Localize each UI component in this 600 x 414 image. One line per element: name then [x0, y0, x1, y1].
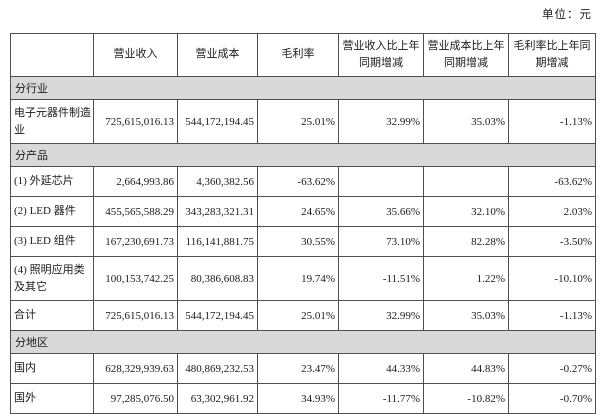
cost-cell: 63,302,961.92 [177, 383, 258, 414]
revenue-cell: 97,285,076.50 [93, 383, 178, 414]
revenue-cell: 455,565,588.29 [93, 196, 178, 227]
cost-cell: 544,172,194.45 [177, 99, 258, 144]
margin-yoy-cell: -1.13% [508, 99, 596, 144]
row-led-modules: (3) LED 组件 167,230,691.73 116,141,881.75… [10, 226, 596, 257]
revenue-yoy-cell: 73.10% [338, 226, 424, 257]
revenue-cell: 628,329,939.63 [93, 353, 178, 384]
revenue-yoy-cell: 32.99% [338, 99, 424, 144]
band-industry: 分行业 [10, 76, 596, 100]
cost-yoy-cell: 82.28% [423, 226, 509, 257]
cost-yoy-cell: 35.03% [423, 300, 509, 331]
row-lighting-applications: (4) 照明应用类及其它 100,153,742.25 80,386,608.8… [10, 256, 596, 301]
band-region: 分地区 [10, 330, 596, 354]
cost-cell: 544,172,194.45 [177, 300, 258, 331]
row-label-cell: (4) 照明应用类及其它 [10, 256, 94, 301]
revenue-yoy-cell: 44.33% [338, 353, 424, 384]
cost-yoy-cell: 44.83% [423, 353, 509, 384]
revenue-yoy-cell: 35.66% [338, 196, 424, 227]
column-header-margin: 毛利率 [257, 33, 339, 77]
section-band-label: 分产品 [10, 143, 596, 167]
row-led-devices: (2) LED 器件 455,565,588.29 343,283,321.31… [10, 196, 596, 227]
cost-cell: 480,869,232.53 [177, 353, 258, 384]
row-subtotal-product: 合计 725,615,016.13 544,172,194.45 25.01% … [10, 300, 596, 331]
row-label-cell: 电子元器件制造业 [10, 99, 94, 144]
revenue-cell: 725,615,016.13 [93, 300, 178, 331]
unit-label: 单位：元 [542, 9, 592, 21]
header-row: 营业收入 营业成本 毛利率 营业收入比上年同期增减 营业成本比上年同期增减 毛利… [10, 33, 596, 77]
margin-yoy-cell: -0.27% [508, 353, 596, 384]
revenue-yoy-cell [338, 166, 424, 197]
margin-cell: 23.47% [257, 353, 339, 384]
margin-yoy-cell: -63.62% [508, 166, 596, 197]
revenue-yoy-cell: 32.99% [338, 300, 424, 331]
row-label-cell: 合计 [10, 300, 94, 331]
margin-cell: 24.65% [257, 196, 339, 227]
revenue-yoy-cell: -11.77% [338, 383, 424, 414]
revenue-cell: 2,664,993.86 [93, 166, 178, 197]
revenue-cell: 167,230,691.73 [93, 226, 178, 257]
row-label-cell: 国内 [10, 353, 94, 384]
row-label-cell: (2) LED 器件 [10, 196, 94, 227]
column-header-cost: 营业成本 [177, 33, 258, 77]
margin-cell: 19.74% [257, 256, 339, 301]
margin-yoy-cell: -3.50% [508, 226, 596, 257]
cost-yoy-cell: 32.10% [423, 196, 509, 227]
column-header-empty [10, 33, 94, 77]
financial-breakdown-table: 营业收入 营业成本 毛利率 营业收入比上年同期增减 营业成本比上年同期增减 毛利… [10, 33, 596, 414]
revenue-yoy-cell: -11.51% [338, 256, 424, 301]
margin-cell: 30.55% [257, 226, 339, 257]
margin-yoy-cell: 2.03% [508, 196, 596, 227]
cost-cell: 116,141,881.75 [177, 226, 258, 257]
margin-cell: -63.62% [257, 166, 339, 197]
cost-yoy-cell: 35.03% [423, 99, 509, 144]
row-overseas: 国外 97,285,076.50 63,302,961.92 34.93% -1… [10, 383, 596, 414]
margin-yoy-cell: -0.70% [508, 383, 596, 414]
column-header-revenue-yoy: 营业收入比上年同期增减 [338, 33, 424, 77]
margin-cell: 25.01% [257, 300, 339, 331]
cost-yoy-cell [423, 166, 509, 197]
margin-cell: 34.93% [257, 383, 339, 414]
revenue-cell: 725,615,016.13 [93, 99, 178, 144]
margin-yoy-cell: -10.10% [508, 256, 596, 301]
column-header-margin-yoy: 毛利率比上年同期增减 [508, 33, 596, 77]
row-epitaxial-chip: (1) 外延芯片 2,664,993.86 4,360,382.56 -63.6… [10, 166, 596, 197]
cost-yoy-cell: -10.82% [423, 383, 509, 414]
cost-yoy-cell: 1.22% [423, 256, 509, 301]
row-label-cell: (1) 外延芯片 [10, 166, 94, 197]
revenue-cell: 100,153,742.25 [93, 256, 178, 301]
section-band-label: 分行业 [10, 76, 596, 100]
band-product: 分产品 [10, 143, 596, 167]
cost-cell: 80,386,608.83 [177, 256, 258, 301]
column-header-revenue: 营业收入 [93, 33, 178, 77]
cost-cell: 4,360,382.56 [177, 166, 258, 197]
margin-cell: 25.01% [257, 99, 339, 144]
row-electronics-manufacturing: 电子元器件制造业 725,615,016.13 544,172,194.45 2… [10, 99, 596, 144]
row-domestic: 国内 628,329,939.63 480,869,232.53 23.47% … [10, 353, 596, 384]
column-header-cost-yoy: 营业成本比上年同期增减 [423, 33, 509, 77]
row-label-cell: 国外 [10, 383, 94, 414]
row-label-cell: (3) LED 组件 [10, 226, 94, 257]
section-band-label: 分地区 [10, 330, 596, 354]
margin-yoy-cell: -1.13% [508, 300, 596, 331]
cost-cell: 343,283,321.31 [177, 196, 258, 227]
